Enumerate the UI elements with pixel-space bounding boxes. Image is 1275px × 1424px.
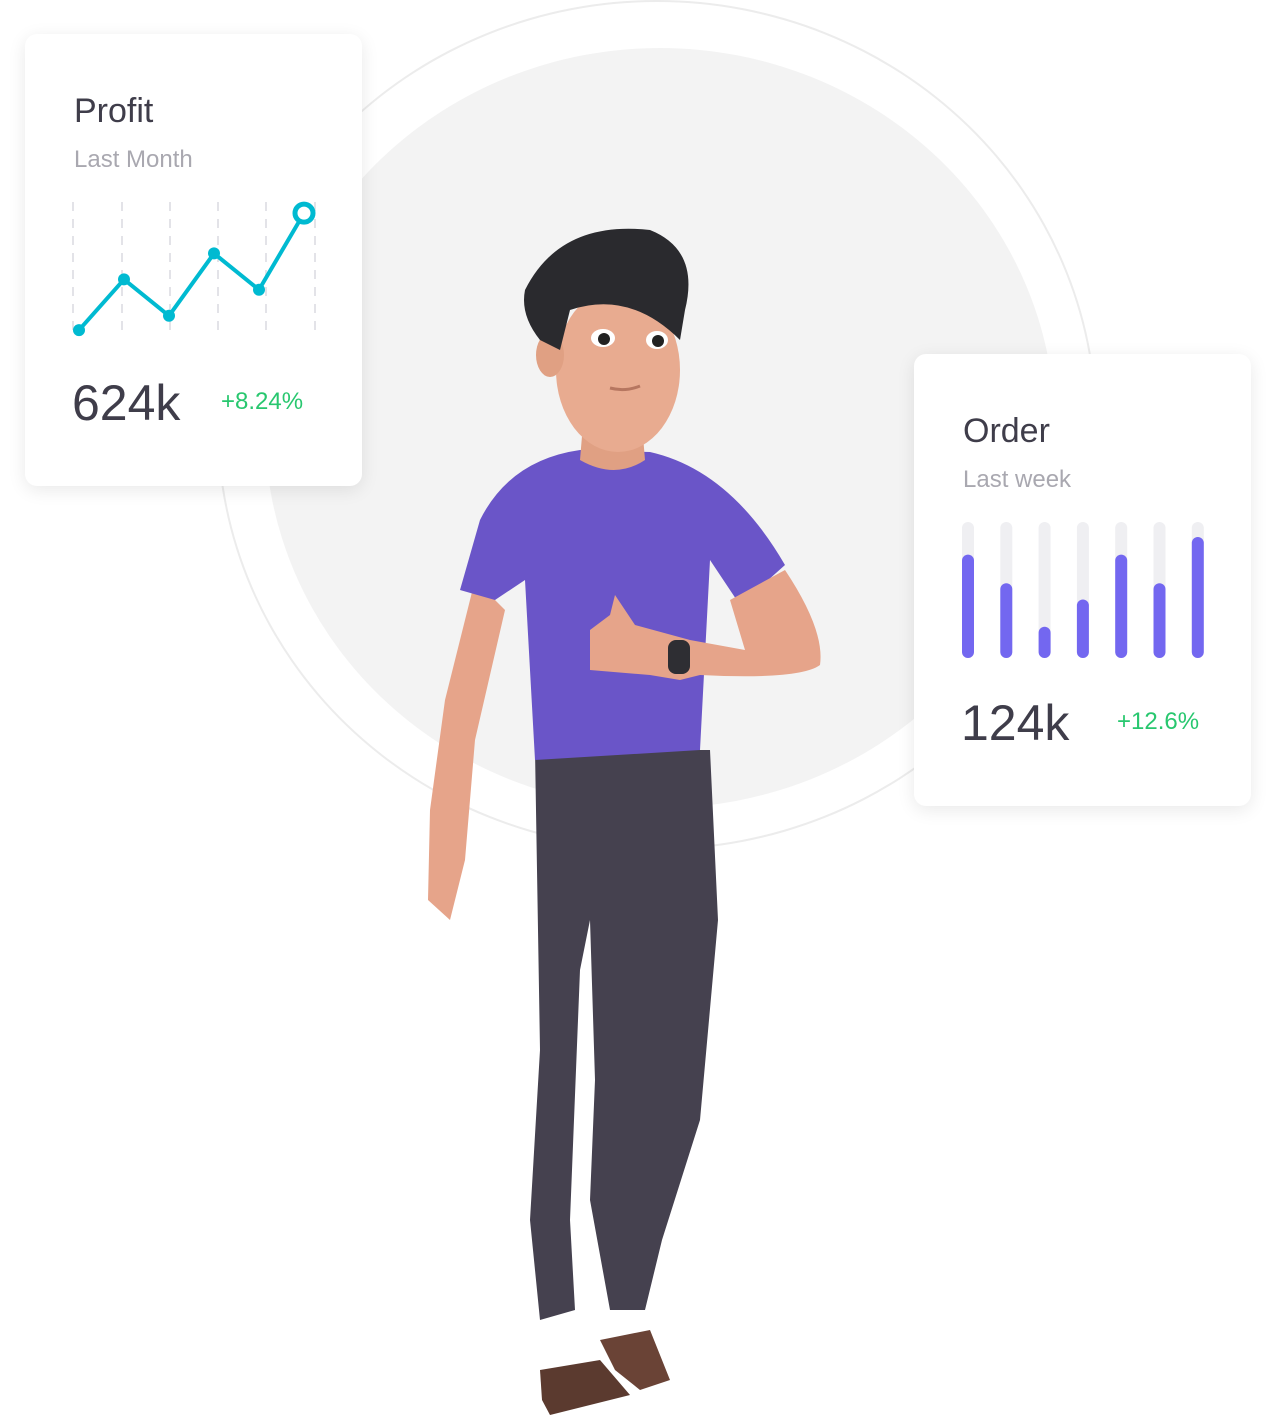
data-point xyxy=(118,273,130,286)
profit-subtitle: Last Month xyxy=(74,146,193,173)
profit-title: Profit xyxy=(74,92,154,130)
data-point xyxy=(253,283,265,296)
profit-line-chart xyxy=(72,201,316,337)
bar xyxy=(1038,626,1051,658)
data-point xyxy=(208,247,220,260)
profit-change: +8.24% xyxy=(221,388,304,415)
order-card: Order Last week 124k +12.6% xyxy=(914,354,1251,806)
order-bar-chart xyxy=(962,522,1204,658)
bar xyxy=(1153,583,1166,658)
order-subtitle: Last week xyxy=(963,466,1072,493)
profit-series-line xyxy=(77,212,306,332)
bar xyxy=(962,554,974,658)
bar xyxy=(1191,536,1204,658)
data-point xyxy=(163,309,175,322)
character-illustration xyxy=(428,228,821,1415)
bar xyxy=(1076,599,1089,658)
data-point xyxy=(292,201,316,225)
order-value: 124k xyxy=(961,695,1070,751)
bar xyxy=(1000,583,1013,658)
bar-track xyxy=(1038,522,1051,658)
data-point xyxy=(73,324,85,337)
profit-card: Profit Last Month 624k +8.24% xyxy=(25,34,362,486)
profit-value: 624k xyxy=(72,375,181,431)
order-change: +12.6% xyxy=(1117,708,1200,735)
order-title: Order xyxy=(963,412,1050,450)
bar xyxy=(1115,554,1128,658)
